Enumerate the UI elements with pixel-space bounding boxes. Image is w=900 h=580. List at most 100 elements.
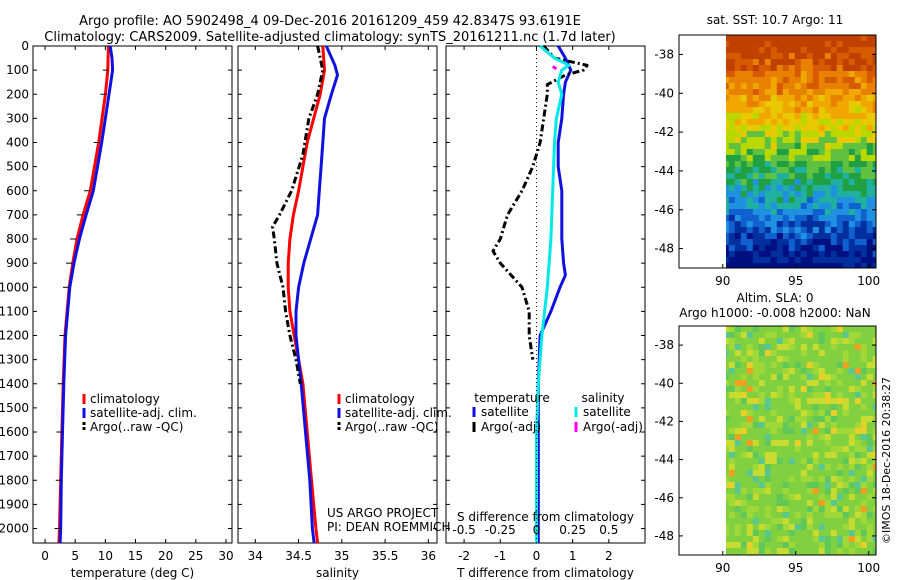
map-cell bbox=[824, 233, 832, 240]
map-cell bbox=[752, 53, 760, 60]
map-cell bbox=[746, 149, 754, 156]
map-cell bbox=[764, 530, 772, 537]
map-cell bbox=[824, 392, 832, 399]
map-cell bbox=[824, 173, 832, 180]
map-cell bbox=[770, 107, 778, 114]
map-cell bbox=[848, 404, 856, 411]
map-cell bbox=[734, 203, 742, 210]
map-cell bbox=[812, 155, 820, 162]
map-cell bbox=[788, 362, 796, 369]
map-cell bbox=[866, 404, 874, 411]
map-cell bbox=[830, 107, 838, 114]
map-cell bbox=[758, 326, 766, 333]
map-cell bbox=[794, 530, 802, 537]
map-cell bbox=[800, 482, 808, 489]
x-axis-label: salinity bbox=[316, 566, 359, 580]
map-cell bbox=[788, 488, 796, 495]
map-cell bbox=[818, 173, 826, 180]
map-cell bbox=[836, 47, 844, 54]
map-cell bbox=[842, 173, 850, 180]
map-cell bbox=[726, 215, 730, 222]
map-cell bbox=[806, 191, 814, 198]
map-cell bbox=[758, 392, 766, 399]
map-cell bbox=[746, 227, 754, 234]
map-cell bbox=[818, 356, 826, 363]
map-cell bbox=[782, 404, 790, 411]
map-cell bbox=[746, 422, 754, 429]
map-cell bbox=[758, 350, 766, 357]
map-cell bbox=[818, 536, 826, 543]
map-cell bbox=[842, 494, 850, 501]
map-cell bbox=[746, 518, 754, 525]
map-cell bbox=[824, 410, 832, 417]
map-cell bbox=[842, 137, 850, 144]
map-cell bbox=[866, 245, 874, 252]
y-tick-label: 100 bbox=[6, 63, 29, 77]
map-cell bbox=[848, 374, 856, 381]
map-cell bbox=[800, 350, 808, 357]
map-cell bbox=[788, 209, 796, 216]
map-cell bbox=[752, 428, 760, 435]
map-cell bbox=[788, 548, 796, 555]
map-cell bbox=[764, 209, 772, 216]
map-cell bbox=[848, 512, 856, 519]
map-cell bbox=[848, 464, 856, 471]
map-cell bbox=[782, 191, 790, 198]
map-cell bbox=[830, 464, 838, 471]
map-cell bbox=[794, 446, 802, 453]
map-cell bbox=[800, 446, 808, 453]
map-cell bbox=[830, 173, 838, 180]
map-cell bbox=[824, 113, 832, 120]
map-cell bbox=[734, 392, 742, 399]
map-cell bbox=[764, 221, 772, 228]
map-cell bbox=[740, 374, 748, 381]
map-cell bbox=[734, 338, 742, 345]
map-cell bbox=[776, 41, 784, 48]
map-cell bbox=[752, 350, 760, 357]
map-cell bbox=[740, 440, 748, 447]
map-cell bbox=[830, 65, 838, 72]
map-cell bbox=[794, 428, 802, 435]
map-cell bbox=[776, 191, 784, 198]
map-cell bbox=[734, 233, 742, 240]
map-cell bbox=[824, 380, 832, 387]
map-cell bbox=[848, 440, 856, 447]
map-cell bbox=[824, 542, 832, 549]
map-cell bbox=[788, 161, 796, 168]
map-cell bbox=[794, 143, 802, 150]
map-cell bbox=[788, 374, 796, 381]
map-cell bbox=[848, 47, 856, 54]
map-cell bbox=[842, 386, 850, 393]
map-cell bbox=[764, 338, 772, 345]
map-cell bbox=[818, 167, 826, 174]
map-cell bbox=[752, 392, 760, 399]
map-cell bbox=[848, 518, 856, 525]
map-cell bbox=[728, 227, 736, 234]
map-cell bbox=[726, 59, 730, 66]
map-cell bbox=[746, 113, 754, 120]
map-cell bbox=[872, 398, 876, 405]
map-cell bbox=[726, 392, 730, 399]
map-cell bbox=[812, 203, 820, 210]
map-cell bbox=[764, 542, 772, 549]
map-cell bbox=[824, 161, 832, 168]
map-cell bbox=[860, 131, 868, 138]
map-cell bbox=[812, 518, 820, 525]
map-cell bbox=[842, 131, 850, 138]
map-cell bbox=[842, 161, 850, 168]
map-cell bbox=[824, 251, 832, 258]
map-cell bbox=[842, 410, 850, 417]
map-cell bbox=[764, 143, 772, 150]
map-cell bbox=[758, 143, 766, 150]
map-cell bbox=[758, 89, 766, 96]
map-cell bbox=[842, 362, 850, 369]
sst-field bbox=[726, 35, 876, 268]
map-cell bbox=[872, 119, 876, 126]
map-cell bbox=[758, 83, 766, 90]
map-cell bbox=[854, 500, 862, 507]
map-cell bbox=[776, 245, 784, 252]
map-cell bbox=[740, 476, 748, 483]
map-cell bbox=[872, 434, 876, 441]
map-cell bbox=[872, 155, 876, 162]
map-cell bbox=[842, 95, 850, 102]
